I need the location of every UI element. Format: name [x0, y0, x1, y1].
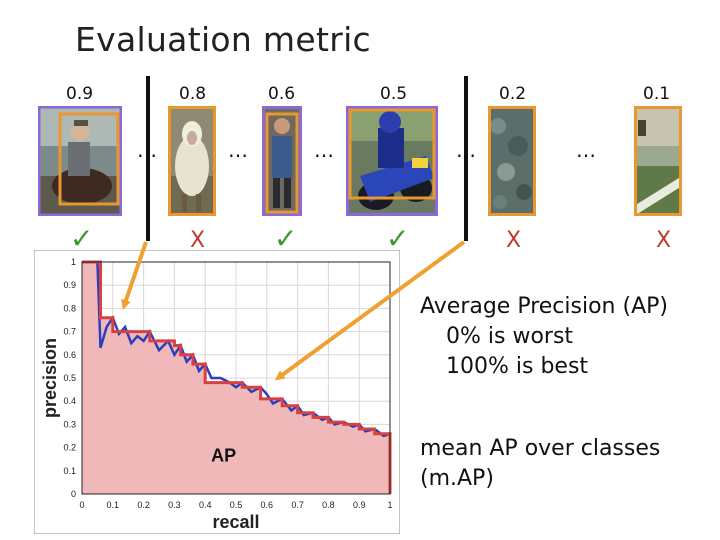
field-picture	[634, 106, 682, 216]
x-tick-label: 0.9	[353, 500, 366, 510]
map-description: mean AP over classes (m.AP)	[420, 434, 660, 494]
y-tick-label: 0.1	[63, 466, 76, 476]
motorcyclist-picture	[346, 106, 438, 216]
x-tick-label: 0.2	[137, 500, 150, 510]
detection-image-field	[634, 106, 682, 216]
detection-image-motorcyclist	[346, 106, 438, 216]
correct-check-icon: ✓	[70, 222, 94, 255]
detection-image-sheep	[168, 106, 216, 216]
person-picture	[262, 106, 302, 216]
x-tick-label: 0.5	[230, 500, 243, 510]
ap-area-fill	[82, 262, 390, 494]
ellipsis: …	[228, 138, 249, 162]
plot-border	[81, 261, 391, 495]
interpolated-precision-line	[82, 260, 392, 494]
ellipsis: …	[456, 138, 477, 162]
y-tick-label: 0.9	[63, 280, 76, 290]
ap-worst: 0% is worst	[446, 324, 574, 349]
x-tick-label: 0	[79, 500, 84, 510]
detection-score: 0.6	[268, 84, 296, 104]
precision-recall-chart: 0 0.1 0.2 0.3 0.4 0.5 0.6 0.7 0.8 0.9 1 0 0.1 0.2 0.3…	[34, 250, 400, 534]
ellipsis: …	[137, 138, 158, 162]
y-tick-label: 0.5	[63, 373, 76, 383]
correct-check-icon: ✓	[386, 222, 410, 255]
incorrect-x-icon: X	[190, 228, 206, 253]
y-tick-label: 0.4	[63, 396, 76, 406]
y-tick-label: 1	[71, 257, 76, 267]
detection-image-person	[262, 106, 302, 216]
x-tick-label: 0.7	[291, 500, 304, 510]
detection-score: 0.8	[179, 84, 207, 104]
incorrect-x-icon: X	[506, 228, 522, 253]
threshold-divider	[146, 76, 150, 241]
x-tick-label: 0.1	[107, 500, 120, 510]
arrow-to-first-drop	[121, 241, 148, 310]
ap-annotation: AP	[211, 446, 236, 466]
ap-best: 100% is best	[446, 354, 589, 379]
arrow-to-second-drop	[274, 240, 466, 381]
y-tick-label: 0.8	[63, 303, 76, 313]
x-tick-label: 1	[387, 500, 392, 510]
sheep-picture	[168, 106, 216, 216]
x-tick-label: 0.8	[322, 500, 335, 510]
threshold-divider	[464, 76, 468, 241]
map-line-1: mean AP over classes	[420, 436, 661, 461]
ap-description: Average Precision (AP) 0% is worst 100% …	[420, 292, 668, 382]
correct-check-icon: ✓	[274, 222, 298, 255]
map-line-2: (m.AP)	[420, 466, 494, 491]
y-tick-label: 0.7	[63, 327, 76, 337]
y-tick-labels: 0 0.1 0.2 0.3 0.4 0.5 0.6 0.7 0.8 0.9 1	[63, 257, 76, 499]
x-axis-label: recall	[212, 512, 259, 532]
page-title: Evaluation metric	[75, 20, 371, 59]
x-tick-label: 0.3	[168, 500, 181, 510]
x-tick-label: 0.4	[199, 500, 212, 510]
foliage-picture	[488, 106, 536, 216]
ap-title: Average Precision (AP)	[420, 294, 668, 319]
y-tick-label: 0	[71, 489, 76, 499]
detection-image-foliage	[488, 106, 536, 216]
x-tick-labels: 0 0.1 0.2 0.3 0.4 0.5 0.6 0.7 0.8 0.9 1	[79, 500, 392, 510]
detection-score: 0.9	[66, 84, 94, 104]
detection-image-person	[37, 105, 123, 217]
detection-score: 0.1	[643, 84, 671, 104]
detection-score: 0.2	[499, 84, 527, 104]
y-axis-label: precision	[40, 338, 60, 418]
x-tick-label: 0.6	[261, 500, 274, 510]
incorrect-x-icon: X	[656, 228, 672, 253]
ellipsis: …	[314, 138, 335, 162]
y-tick-label: 0.6	[63, 350, 76, 360]
person-on-horse-picture	[37, 105, 123, 217]
y-tick-label: 0.3	[63, 419, 76, 429]
ellipsis: …	[576, 138, 597, 162]
detection-score: 0.5	[380, 84, 408, 104]
y-tick-label: 0.2	[63, 443, 76, 453]
